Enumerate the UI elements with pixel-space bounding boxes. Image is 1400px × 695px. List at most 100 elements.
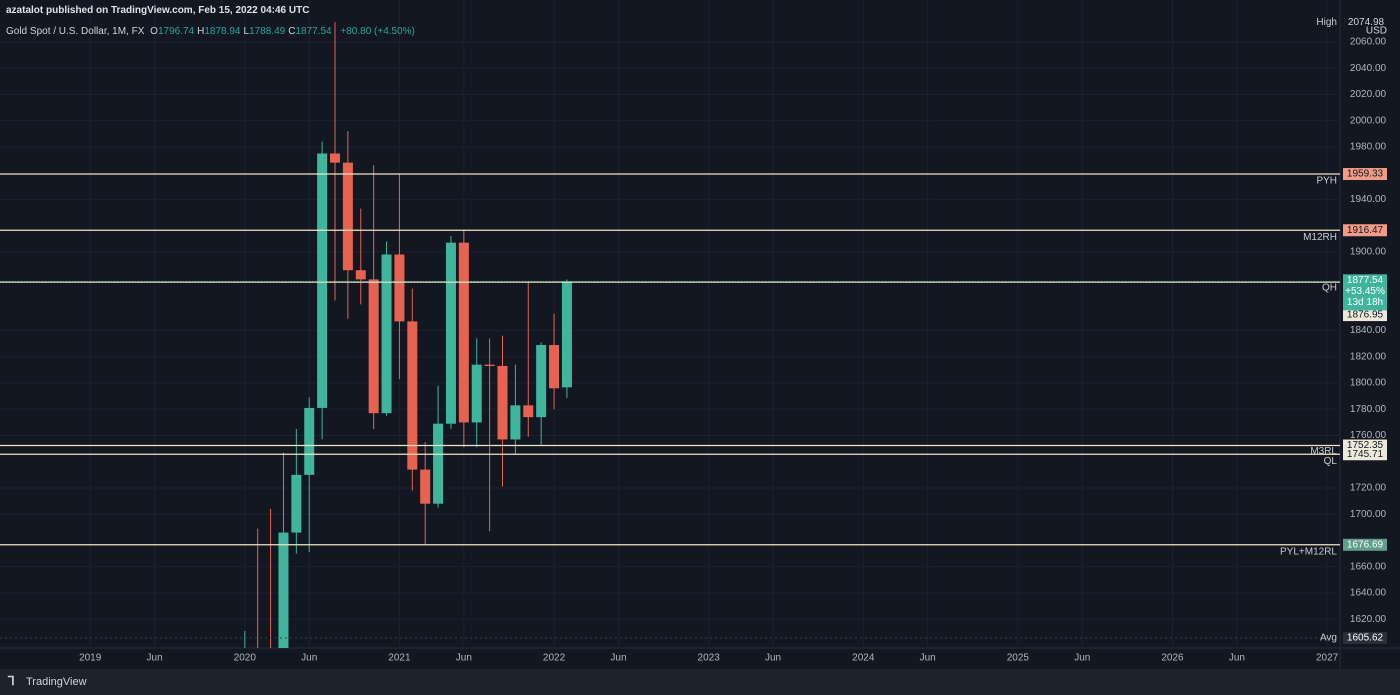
ohlc-label: C xyxy=(288,26,296,37)
candle-body xyxy=(433,423,444,504)
candle-body xyxy=(420,469,431,504)
y-tick-label: 1980.00 xyxy=(1350,142,1387,153)
legend: Gold Spot / U.S. Dollar, 1M, FX O1796.74… xyxy=(6,26,418,37)
candle-body xyxy=(407,321,418,470)
y-tick-label: 2040.00 xyxy=(1350,63,1387,74)
candle-body xyxy=(445,242,456,424)
x-tick-label: Jun xyxy=(301,653,317,664)
level-name: QL xyxy=(1324,456,1338,467)
avg-box xyxy=(1343,632,1387,645)
x-tick-label: Jun xyxy=(456,653,472,664)
candle-body xyxy=(510,405,521,440)
footer-bar xyxy=(0,669,1400,695)
x-tick-label: 2019 xyxy=(79,653,102,664)
candle-body xyxy=(278,532,289,648)
x-tick-label: Jun xyxy=(610,653,626,664)
x-tick-label: Jun xyxy=(1074,653,1090,664)
level-box xyxy=(1343,448,1387,461)
x-tick-label: Jun xyxy=(920,653,936,664)
y-tick-label: 1720.00 xyxy=(1350,483,1387,494)
candle-body xyxy=(471,364,482,423)
publisher: azatalot published on TradingView.com, F… xyxy=(6,5,310,16)
price-change: +53.45% xyxy=(1345,286,1385,297)
y-tick-label: 1780.00 xyxy=(1350,404,1387,415)
y-tick-label: 2060.00 xyxy=(1350,37,1387,48)
level-box xyxy=(1343,168,1387,181)
ohlc-value: 1878.94 xyxy=(204,26,241,37)
candle-body xyxy=(523,405,534,418)
symbol-title: Gold Spot / U.S. Dollar, 1M, FX xyxy=(6,26,145,37)
x-tick-label: 2026 xyxy=(1161,653,1184,664)
x-tick-label: 2023 xyxy=(698,653,721,664)
ohlc-label: H xyxy=(197,26,205,37)
level-value: 1745.71 xyxy=(1347,449,1384,460)
y-tick-label: 2000.00 xyxy=(1350,115,1387,126)
candle-body xyxy=(304,407,315,475)
y-tick-label: 1620.00 xyxy=(1350,614,1387,625)
level-value: 1876.95 xyxy=(1347,310,1384,321)
high-label: High xyxy=(1316,17,1337,28)
candle-body xyxy=(368,279,379,414)
currency: USD xyxy=(1366,26,1387,37)
y-tick-label: 1940.00 xyxy=(1350,194,1387,205)
candle-body xyxy=(561,281,572,388)
x-tick-label: 2024 xyxy=(852,653,875,664)
y-tick-label: 1640.00 xyxy=(1350,588,1387,599)
level-name: QH xyxy=(1322,283,1337,294)
level-value: 1916.47 xyxy=(1347,225,1384,236)
x-tick-label: 2021 xyxy=(388,653,411,664)
candle-body xyxy=(291,474,302,533)
level-name: PYL+M12RL xyxy=(1280,546,1337,557)
y-tick-label: 1840.00 xyxy=(1350,325,1387,336)
level-value: 1959.33 xyxy=(1347,169,1384,180)
candle-body xyxy=(355,270,366,280)
x-tick-label: 2027 xyxy=(1316,653,1339,664)
x-tick-label: Jun xyxy=(147,653,163,664)
candle-body xyxy=(549,344,560,389)
level-box xyxy=(1343,224,1387,237)
price-value: 1877.54 xyxy=(1347,275,1384,286)
candle-body xyxy=(342,162,353,271)
brand: TradingView xyxy=(26,676,87,688)
level-value: 1676.69 xyxy=(1347,539,1384,550)
level-box xyxy=(1343,538,1387,551)
avg-label: Avg xyxy=(1320,633,1337,644)
level-name: PYH xyxy=(1316,176,1337,187)
level-name: M12RH xyxy=(1303,232,1337,243)
level-name: M3RL xyxy=(1310,446,1337,457)
candle-body xyxy=(497,365,508,440)
ohlc: O1796.74 H1878.94 L1788.49 C1877.54 xyxy=(150,26,334,37)
y-tick-label: 1660.00 xyxy=(1350,561,1387,572)
ohlc-label: L xyxy=(243,26,250,37)
high-value: 2074.98 xyxy=(1348,17,1385,28)
brand-logo: ⅂ xyxy=(7,674,15,688)
x-tick-label: 2025 xyxy=(1007,653,1030,664)
candle-body xyxy=(317,153,328,408)
price-countdown: 13d 18h xyxy=(1347,297,1383,308)
price-box xyxy=(1343,274,1387,311)
ohlc-value: 1796.74 xyxy=(157,26,195,37)
level-value: 1752.35 xyxy=(1347,440,1384,451)
candle-body xyxy=(394,254,405,322)
x-tick-label: 2022 xyxy=(543,653,566,664)
x-tick-label: 2020 xyxy=(234,653,257,664)
x-tick-label: Jun xyxy=(765,653,781,664)
ohlc-value: 1877.54 xyxy=(295,26,332,37)
avg-value: 1605.62 xyxy=(1347,633,1384,644)
level-box xyxy=(1343,309,1387,322)
candle-body xyxy=(330,153,340,163)
x-tick-label: Jun xyxy=(1229,653,1245,664)
ohlc-label: O xyxy=(150,26,158,37)
ohlc-value: 1788.49 xyxy=(249,26,286,37)
y-tick-label: 1820.00 xyxy=(1350,351,1387,362)
y-tick-label: 1800.00 xyxy=(1350,378,1387,389)
y-tick-label: 1700.00 xyxy=(1350,509,1387,520)
y-tick-label: 1760.00 xyxy=(1350,430,1387,441)
change: +80.80 (+4.50%) xyxy=(340,26,415,37)
candle-body xyxy=(458,242,469,423)
candle-body xyxy=(484,364,495,366)
y-tick-label: 1900.00 xyxy=(1350,246,1387,257)
y-tick-label: 2020.00 xyxy=(1350,89,1387,100)
